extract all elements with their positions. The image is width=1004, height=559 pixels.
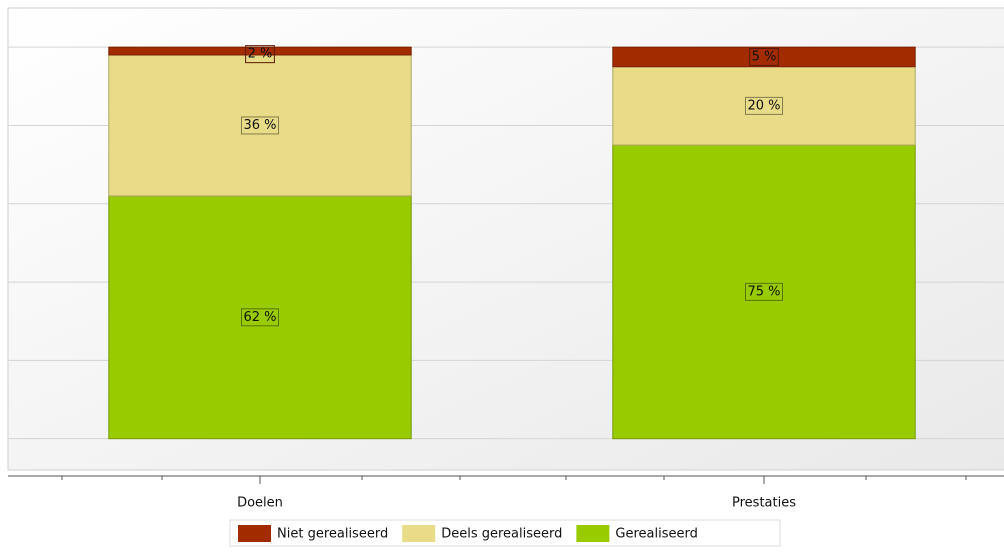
data-label-box xyxy=(240,308,280,327)
data-label-box xyxy=(240,116,280,135)
data-label: 2 % xyxy=(248,47,273,62)
bar-segment xyxy=(612,46,916,68)
legend-label: Deels gerealiseerd xyxy=(441,527,562,542)
bar-segment xyxy=(108,195,412,440)
data-label-box xyxy=(744,282,784,301)
legend-swatch xyxy=(238,525,271,542)
bar-segment xyxy=(108,46,412,56)
bar-segment xyxy=(612,144,916,440)
legend-swatch xyxy=(576,525,610,542)
data-label-box xyxy=(749,47,779,66)
legend-label: Gerealiseerd xyxy=(615,527,697,542)
data-label: 62 % xyxy=(243,310,276,325)
legend xyxy=(229,519,781,547)
data-label: 5 % xyxy=(752,49,777,64)
bar-segment xyxy=(108,54,412,197)
data-label: 20 % xyxy=(747,98,780,113)
data-label-box xyxy=(245,45,275,64)
legend-label: Niet gerealiseerd xyxy=(277,527,388,542)
bar-segment xyxy=(612,66,916,146)
data-label: 75 % xyxy=(747,284,780,299)
data-label-box xyxy=(744,96,784,115)
legend-swatch xyxy=(402,525,436,542)
x-tick-label: Prestaties xyxy=(732,496,796,511)
x-tick-label: Doelen xyxy=(237,496,283,511)
data-label: 36 % xyxy=(243,118,276,133)
